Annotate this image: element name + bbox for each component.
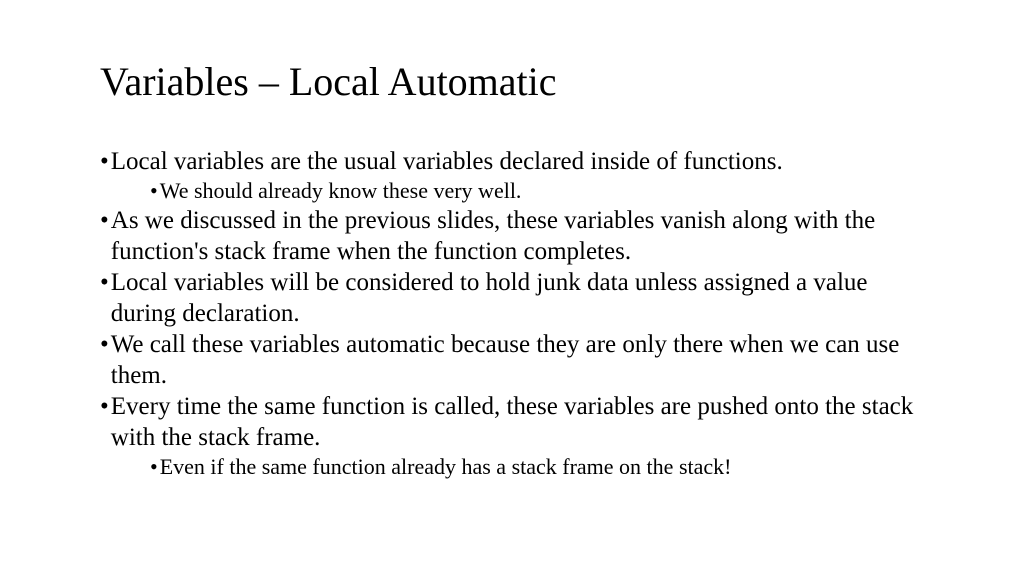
bullet-text: We call these variables automatic becaus… <box>111 329 924 391</box>
sub-bullet-item: • Even if the same function already has … <box>150 453 924 481</box>
bullet-marker-icon: • <box>100 146 109 177</box>
bullet-text: Even if the same function already has a … <box>160 453 924 481</box>
bullet-marker-icon: • <box>100 391 109 422</box>
bullet-item: • Every time the same function is called… <box>100 391 924 453</box>
bullet-item: • As we discussed in the previous slides… <box>100 205 924 267</box>
bullet-item: • Local variables are the usual variable… <box>100 146 924 177</box>
bullet-marker-icon: • <box>100 329 109 360</box>
bullet-marker-icon: • <box>100 267 109 298</box>
bullet-text: Local variables are the usual variables … <box>111 146 924 177</box>
sub-bullet-item: • We should already know these very well… <box>150 177 924 205</box>
bullet-marker-icon: • <box>100 205 109 236</box>
bullet-text: Local variables will be considered to ho… <box>111 267 924 329</box>
bullet-text: We should already know these very well. <box>160 177 924 205</box>
slide-body: • Local variables are the usual variable… <box>100 146 924 480</box>
slide: Variables – Local Automatic • Local vari… <box>0 0 1024 576</box>
bullet-marker-icon: • <box>150 177 158 205</box>
bullet-item: • Local variables will be considered to … <box>100 267 924 329</box>
bullet-marker-icon: • <box>150 453 158 481</box>
slide-title: Variables – Local Automatic <box>100 60 924 104</box>
bullet-text: Every time the same function is called, … <box>111 391 924 453</box>
bullet-text: As we discussed in the previous slides, … <box>111 205 924 267</box>
bullet-item: • We call these variables automatic beca… <box>100 329 924 391</box>
